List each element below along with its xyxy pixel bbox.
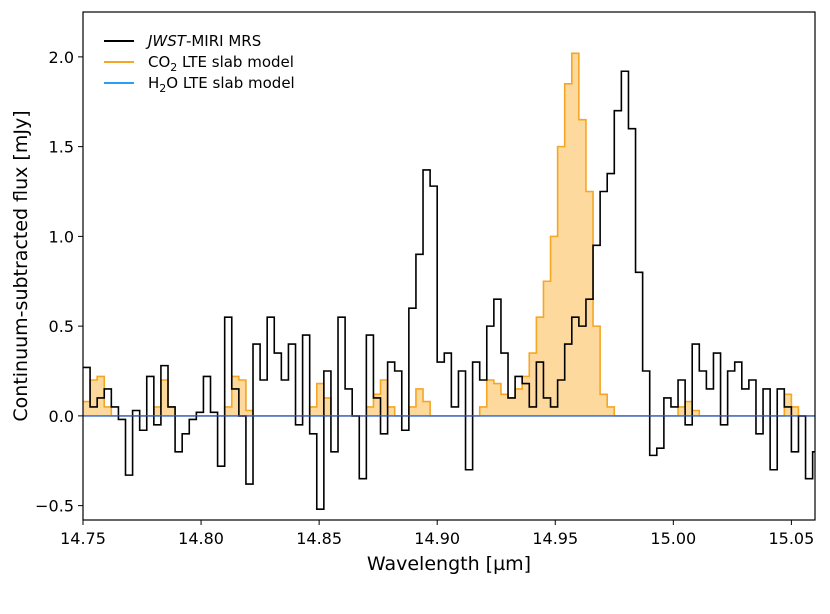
plot-background xyxy=(83,12,815,520)
plot-frame xyxy=(82,11,816,521)
x-tick-label: 14.80 xyxy=(178,529,224,548)
legend-label-h2o: H2O LTE slab model xyxy=(148,74,295,95)
y-tick-label: 0.5 xyxy=(49,317,74,336)
x-tick-label: 14.75 xyxy=(60,529,106,548)
x-tick-label: 15.05 xyxy=(768,529,814,548)
x-axis-label: Wavelength [µm] xyxy=(367,553,531,575)
y-tick-label: 2.0 xyxy=(49,48,74,67)
x-tick-label: 14.85 xyxy=(296,529,342,548)
x-axis-ticks: 14.75 14.80 14.85 14.90 14.95 15.00 15.05 xyxy=(60,520,814,548)
jwst-miri-mrs-line xyxy=(83,70,815,511)
y-tick-label: 0.0 xyxy=(49,407,74,426)
x-tick-label: 15.00 xyxy=(650,529,696,548)
legend-label-jwst: JWST-MIRI MRS xyxy=(145,32,261,50)
y-tick-label: 1.5 xyxy=(49,138,74,157)
y-axis-ticks: −0.5 0.0 0.5 1.0 1.5 2.0 xyxy=(35,48,83,516)
y-tick-label: −0.5 xyxy=(35,497,74,516)
y-axis-label: Continuum-subtracted flux [mJy] xyxy=(10,110,32,421)
y-tick-label: 1.0 xyxy=(49,227,74,246)
x-tick-label: 14.90 xyxy=(414,529,460,548)
x-tick-label: 14.95 xyxy=(532,529,578,548)
legend-label-co2: CO2 LTE slab model xyxy=(148,53,294,74)
